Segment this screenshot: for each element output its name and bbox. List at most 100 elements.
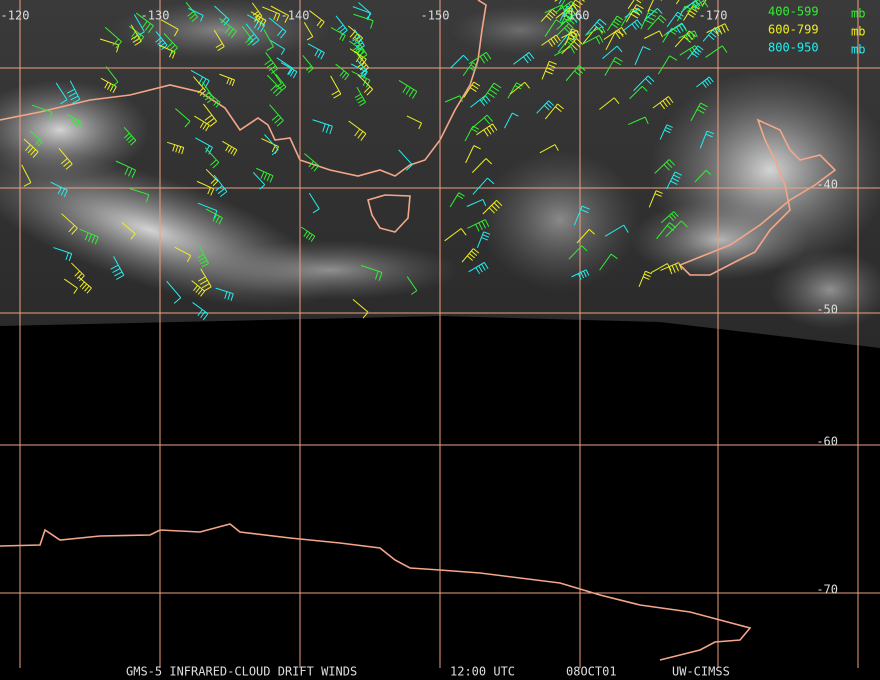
wind-barb [61, 213, 78, 235]
wind-barb [264, 52, 279, 74]
wind-barb [197, 268, 212, 292]
wind-barb [213, 174, 228, 198]
wind-barb [167, 141, 185, 155]
wind-barb [174, 246, 192, 263]
wind-barb [677, 5, 692, 22]
wind-barb [644, 8, 663, 21]
wind-barb [509, 81, 531, 95]
wind-barb [603, 26, 627, 40]
wind-barb [130, 24, 142, 46]
wind-barb [205, 208, 223, 225]
wind-barb [585, 18, 607, 36]
wind-barb [683, 5, 700, 21]
wind-barb [197, 202, 218, 219]
footer-date: 08OCT01 [566, 665, 617, 679]
wind-barb [241, 26, 254, 46]
wind-barb [406, 276, 418, 295]
wind-barb [666, 11, 684, 28]
wind-barb [406, 115, 423, 130]
wind-barb [650, 263, 672, 274]
wind-barb [657, 55, 678, 75]
wind-barb [629, 85, 648, 100]
longitude-label: -160 [561, 9, 590, 23]
wind-barb [581, 35, 604, 45]
wind-barb [268, 17, 287, 39]
wind-barb [702, 27, 721, 42]
wind-barb [123, 126, 137, 146]
wind-barb [699, 130, 715, 149]
legend-unit: mb [851, 7, 865, 21]
wind-barb [576, 229, 596, 244]
wind-barb [160, 19, 179, 37]
wind-barb [665, 22, 687, 35]
wind-barb [312, 119, 333, 135]
latitude-label: -70 [816, 583, 838, 597]
wind-barb [398, 79, 418, 99]
legend-range: 400-599 [768, 5, 819, 19]
latitude-label: -60 [816, 435, 838, 449]
wind-barb [207, 91, 221, 108]
labels: -120 -130 -140 -150 -160 -170 -40 -50 -60 -70 400-… [1, 5, 866, 679]
wind-barb [263, 29, 274, 51]
wind-barb [264, 134, 279, 156]
wind-barb [561, 38, 584, 55]
legend-unit: mb [851, 25, 865, 39]
wind-barb [175, 108, 191, 128]
wind-barb [554, 46, 575, 57]
wind-barb [560, 8, 575, 27]
wind-barb [29, 130, 43, 147]
legend-range: 600-799 [768, 23, 819, 37]
wind-barb [465, 145, 481, 164]
wind-barb [604, 224, 629, 237]
wind-barb [541, 34, 561, 47]
wind-barb [31, 104, 53, 121]
wind-barb [193, 76, 206, 96]
latitude-label: -40 [816, 178, 838, 192]
wind-barb [654, 159, 676, 174]
wind-barb [280, 62, 298, 79]
wind-barb [476, 231, 491, 249]
wind-barb [468, 51, 492, 65]
wind-barb [308, 192, 320, 214]
wind-barb [470, 95, 491, 108]
wind-barb [79, 228, 99, 245]
wind-barb [110, 256, 125, 280]
footer-time: 12:00 UTC [450, 665, 515, 679]
wind-barb [605, 30, 624, 51]
wind-barb [470, 114, 494, 130]
wind-barb [352, 29, 365, 51]
wind-barb [444, 228, 467, 242]
wind-barb [466, 198, 487, 207]
legend-unit: mb [851, 43, 865, 57]
wind-barb [252, 172, 266, 190]
wind-barb [633, 75, 655, 92]
wind-barb [665, 220, 688, 237]
wind-barb [307, 43, 325, 60]
wind-barb [660, 211, 679, 224]
longitude-label: -150 [421, 9, 450, 23]
wind-barb [270, 40, 286, 55]
wind-barb [602, 45, 623, 60]
wind-barb [556, 15, 578, 31]
wind-barb [213, 29, 225, 51]
wind-barb [304, 153, 320, 172]
wind-barb [481, 82, 502, 102]
wind-barb [599, 253, 618, 271]
wind-barb [192, 302, 209, 321]
wind-barb [573, 205, 590, 226]
wind-barb [66, 80, 81, 104]
footer-source: UW-CIMSS [672, 665, 730, 679]
wind-barb [606, 15, 624, 31]
wind-barb [269, 104, 284, 127]
wind-barb [202, 81, 215, 104]
wind-barb [647, 14, 667, 31]
longitude-label: -170 [699, 9, 728, 23]
wind-barb [360, 265, 383, 281]
wind-barb [696, 76, 714, 88]
wind-barb [104, 26, 122, 49]
wind-barb [357, 74, 374, 96]
wind-barb [462, 62, 479, 77]
wind-barb [135, 12, 154, 34]
wind-barb [71, 262, 85, 282]
